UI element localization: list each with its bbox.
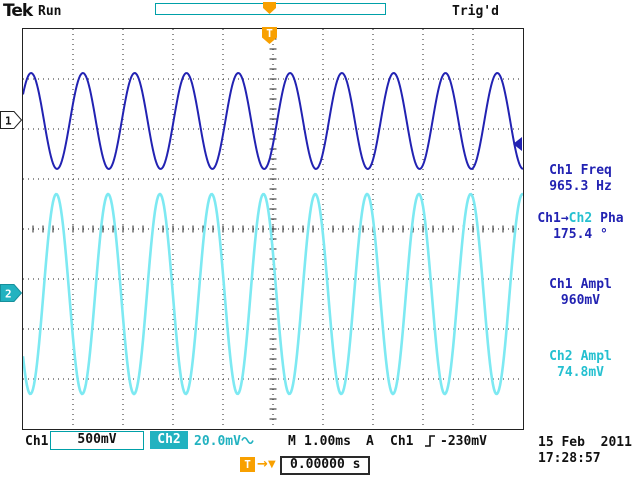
trigger-flag-icon: T bbox=[240, 457, 255, 472]
waveform-display bbox=[21, 29, 524, 429]
readout-ch1-freq: Ch1 Freq 965.3 Hz bbox=[521, 163, 640, 195]
ch1-marker-label: 1 bbox=[5, 115, 12, 128]
timebase-value: 1.00ms bbox=[304, 434, 351, 449]
ch2-marker-label: 2 bbox=[5, 288, 12, 301]
ch2-trace bbox=[21, 192, 524, 396]
trigger-position-value: 0.00000 s bbox=[280, 456, 371, 475]
readout-ch2-ampl: Ch2 Ampl 74.8mV bbox=[521, 349, 640, 381]
readout-source1: Ch1 bbox=[537, 211, 561, 226]
date: 15 Feb 2011 bbox=[538, 435, 632, 450]
tek-logo: Tek bbox=[3, 1, 33, 21]
arrow-right-icon: → bbox=[560, 211, 569, 226]
ch2-scale: 20.0mV bbox=[194, 434, 254, 449]
trigger-status: Trig'd bbox=[452, 4, 499, 19]
ac-coupling-icon bbox=[241, 436, 254, 445]
ch1-ground-marker: 1 bbox=[0, 111, 23, 129]
trigger-level: -230mV bbox=[440, 434, 487, 449]
arrow-down-icon: ▼ bbox=[268, 459, 276, 470]
readout-value: 960mV bbox=[560, 293, 601, 308]
readout-value: 965.3 Hz bbox=[549, 179, 612, 194]
ch2-badge: Ch2 bbox=[150, 431, 188, 449]
timebase-label: M bbox=[288, 434, 296, 449]
rising-edge-icon bbox=[425, 435, 435, 447]
trigger-time-flag-icon: T bbox=[262, 27, 277, 44]
trigger-level-arrow-icon bbox=[513, 137, 522, 151]
time: 17:28:57 bbox=[538, 451, 601, 466]
ch1-label: Ch1 bbox=[25, 434, 49, 449]
readout-label: Ampl bbox=[580, 277, 612, 292]
readout-source: Ch1 bbox=[549, 277, 573, 292]
readout-label: Pha bbox=[600, 211, 624, 226]
trigger-source: Ch1 bbox=[390, 434, 414, 449]
readout-value: 74.8mV bbox=[557, 365, 604, 380]
readout-ch1-ampl: Ch1 Ampl 960mV bbox=[521, 277, 640, 309]
acquisition-status: Run bbox=[38, 4, 62, 19]
graticule bbox=[21, 28, 524, 430]
trigger-mode: A bbox=[366, 434, 374, 449]
readout-source2: Ch2 bbox=[568, 211, 593, 226]
readout-label: Ampl bbox=[580, 349, 612, 364]
ch1-scale: 500mV bbox=[50, 431, 144, 450]
readout-label: Freq bbox=[580, 163, 612, 178]
trigger-position-marker-icon bbox=[263, 2, 276, 14]
readout-source: Ch1 bbox=[549, 163, 573, 178]
center-axis-ticks bbox=[32, 38, 514, 420]
readout-value: 175.4 ° bbox=[553, 227, 608, 242]
arrow-right-icon: → bbox=[257, 457, 268, 472]
ch1-trace bbox=[22, 72, 524, 170]
readout-phase: Ch1→Ch2 Pha 175.4 ° bbox=[521, 211, 640, 243]
ch2-ground-marker: 2 bbox=[0, 284, 23, 302]
readout-source: Ch2 bbox=[549, 349, 573, 364]
